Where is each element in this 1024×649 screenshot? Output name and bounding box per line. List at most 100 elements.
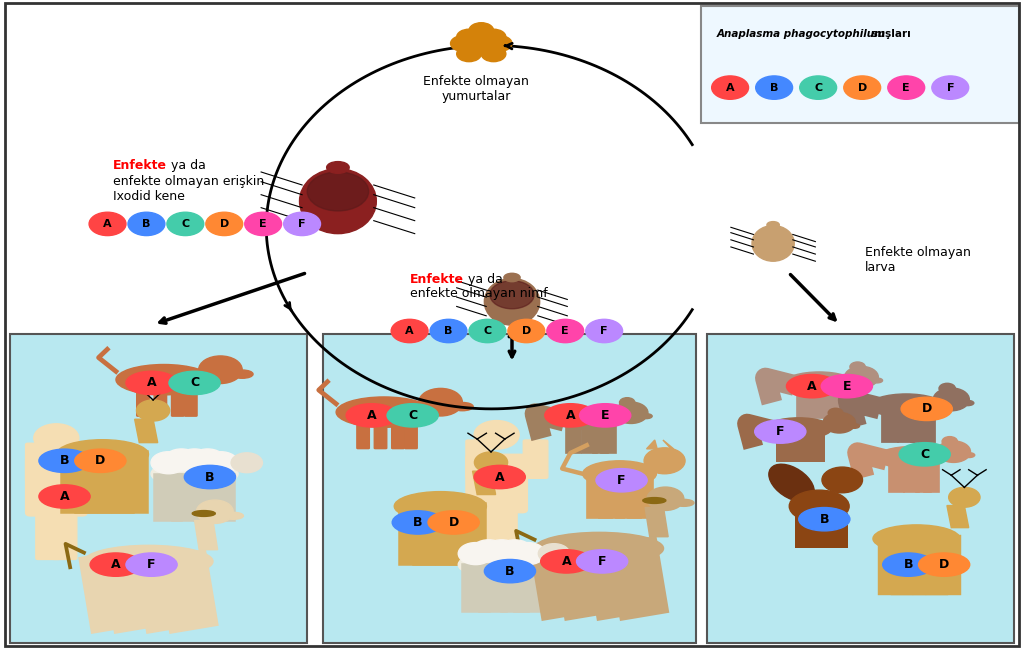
Text: F: F <box>600 326 608 336</box>
Circle shape <box>284 212 321 236</box>
Text: A: A <box>146 376 157 389</box>
Polygon shape <box>645 508 668 537</box>
FancyBboxPatch shape <box>391 425 404 448</box>
Text: A: A <box>367 409 377 422</box>
Ellipse shape <box>872 525 961 552</box>
Circle shape <box>845 366 879 388</box>
Text: F: F <box>147 558 156 571</box>
Circle shape <box>451 36 475 51</box>
Text: Enfekte olmayan
larva: Enfekte olmayan larva <box>865 245 971 274</box>
Ellipse shape <box>84 545 213 578</box>
FancyBboxPatch shape <box>476 508 501 556</box>
Text: A: A <box>726 82 734 93</box>
Ellipse shape <box>752 225 795 261</box>
Text: A: A <box>111 558 121 571</box>
Circle shape <box>457 29 481 45</box>
Circle shape <box>933 388 970 411</box>
Ellipse shape <box>755 420 806 443</box>
Circle shape <box>199 356 242 384</box>
Circle shape <box>822 467 862 493</box>
Circle shape <box>164 449 199 471</box>
Text: B: B <box>59 454 70 467</box>
Circle shape <box>844 76 881 99</box>
Text: ya da: ya da <box>167 159 206 172</box>
Ellipse shape <box>193 511 215 517</box>
Circle shape <box>430 319 467 343</box>
Text: D: D <box>922 402 932 415</box>
Text: B: B <box>413 516 423 529</box>
Ellipse shape <box>39 485 90 508</box>
Ellipse shape <box>90 553 141 576</box>
Ellipse shape <box>919 553 970 576</box>
Text: ya da: ya da <box>464 273 503 286</box>
Text: enfekte olmayan erişkin: enfekte olmayan erişkin <box>113 175 264 188</box>
Circle shape <box>498 540 532 562</box>
Text: F: F <box>617 474 626 487</box>
Ellipse shape <box>643 498 666 504</box>
Circle shape <box>457 46 481 62</box>
Circle shape <box>828 408 843 417</box>
Text: A: A <box>561 555 571 568</box>
Text: D: D <box>219 219 229 229</box>
Ellipse shape <box>899 443 950 466</box>
Ellipse shape <box>849 424 859 428</box>
Text: F: F <box>776 425 784 438</box>
Ellipse shape <box>116 365 212 395</box>
Ellipse shape <box>428 511 479 534</box>
Ellipse shape <box>223 512 244 519</box>
Ellipse shape <box>784 372 854 394</box>
Ellipse shape <box>877 447 946 469</box>
Ellipse shape <box>786 374 838 398</box>
Circle shape <box>481 29 506 45</box>
Text: C: C <box>181 219 189 229</box>
FancyBboxPatch shape <box>466 440 490 478</box>
Ellipse shape <box>583 461 656 487</box>
Text: Enfekte olmayan
yumurtalar: Enfekte olmayan yumurtalar <box>423 75 529 103</box>
Circle shape <box>197 500 233 523</box>
Text: B: B <box>205 471 215 484</box>
Ellipse shape <box>484 559 536 583</box>
Circle shape <box>888 76 925 99</box>
Circle shape <box>948 487 980 508</box>
Ellipse shape <box>962 400 974 406</box>
FancyBboxPatch shape <box>466 454 527 513</box>
FancyBboxPatch shape <box>52 511 77 559</box>
Ellipse shape <box>799 508 850 531</box>
Text: E: E <box>601 409 609 422</box>
FancyBboxPatch shape <box>523 440 548 478</box>
Ellipse shape <box>766 418 831 439</box>
FancyBboxPatch shape <box>83 443 108 482</box>
Text: A: A <box>495 471 505 484</box>
Text: B: B <box>444 326 453 336</box>
Circle shape <box>152 452 186 474</box>
Ellipse shape <box>674 499 694 506</box>
Ellipse shape <box>535 532 664 565</box>
Circle shape <box>539 544 569 563</box>
Ellipse shape <box>577 550 628 573</box>
Text: A: A <box>807 380 817 393</box>
Circle shape <box>823 413 855 433</box>
Text: suşları: suşları <box>868 29 911 39</box>
Ellipse shape <box>554 408 624 430</box>
Text: C: C <box>814 82 822 93</box>
Ellipse shape <box>545 404 596 427</box>
Circle shape <box>510 543 545 565</box>
Ellipse shape <box>459 551 545 578</box>
Circle shape <box>937 441 971 462</box>
Circle shape <box>469 23 494 38</box>
FancyBboxPatch shape <box>323 334 696 643</box>
Circle shape <box>419 388 463 416</box>
Circle shape <box>800 76 837 99</box>
Ellipse shape <box>184 465 236 489</box>
Text: A: A <box>406 326 414 336</box>
Circle shape <box>647 487 684 510</box>
Ellipse shape <box>152 460 239 487</box>
Circle shape <box>614 402 648 424</box>
Circle shape <box>474 452 508 473</box>
Text: F: F <box>946 82 954 93</box>
Ellipse shape <box>392 511 443 534</box>
Circle shape <box>463 41 487 56</box>
Circle shape <box>942 437 957 447</box>
Text: Anaplasma phagocytophilum: Anaplasma phagocytophilum <box>717 29 886 39</box>
Ellipse shape <box>883 553 934 576</box>
